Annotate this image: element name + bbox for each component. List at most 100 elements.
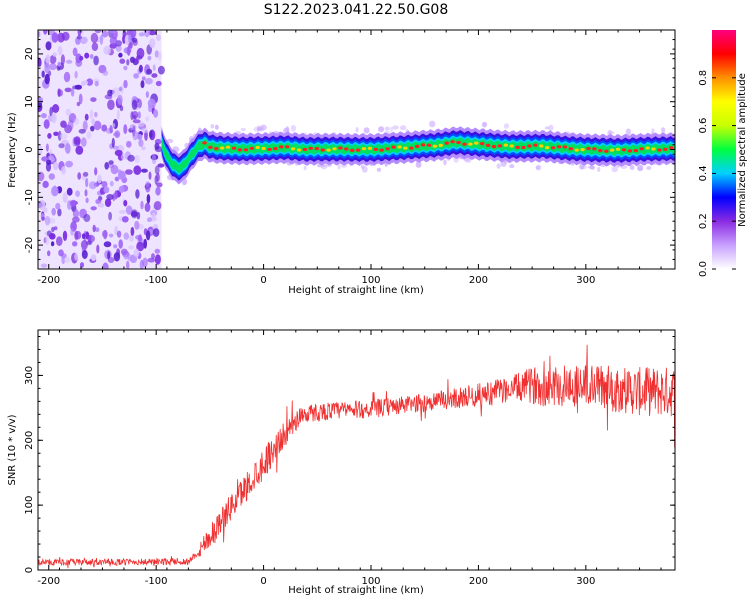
noise-blob: [38, 171, 45, 182]
noise-blob: [85, 177, 89, 188]
ridge-peak: [627, 149, 633, 153]
noise-blob: [114, 176, 120, 182]
noise-blob: [106, 194, 114, 200]
noise-blob: [42, 180, 49, 188]
ridge-peak: [355, 148, 361, 152]
ridge-peak: [344, 147, 349, 151]
noise-blob: [118, 185, 125, 193]
noise-blob: [123, 200, 128, 207]
noise-blob: [109, 180, 114, 187]
ridge-peak: [539, 144, 544, 148]
haze-blob: [384, 126, 390, 131]
noise-blob: [127, 254, 133, 262]
ridge-peak: [243, 148, 249, 152]
noise-blob: [69, 199, 77, 207]
noise-blob: [72, 241, 78, 247]
noise-blob: [49, 233, 56, 240]
noise-blob: [125, 205, 133, 215]
noise-blob: [155, 186, 161, 196]
noise-blob: [123, 79, 128, 89]
noise-blob: [108, 160, 114, 165]
noise-blob: [57, 130, 62, 141]
noise-blob: [152, 212, 156, 222]
ridge-peak: [645, 146, 650, 150]
noise-blob: [77, 30, 82, 37]
ridge-peak: [208, 145, 213, 149]
noise-blob: [114, 130, 121, 139]
noise-blob: [57, 88, 61, 97]
noise-blob: [140, 200, 144, 210]
noise-blob: [45, 54, 51, 64]
snr-xlabel: Height of straight line (km): [288, 585, 424, 596]
noise-blob: [141, 76, 146, 81]
noise-blob: [137, 111, 141, 119]
noise-blob: [62, 192, 68, 204]
snr-panel: -200 -100 0 100 200 300 0 100 200 300 Height of s…: [7, 329, 676, 596]
colorbar-gradient: [712, 30, 736, 269]
noise-blob: [40, 263, 48, 268]
noise-blob: [93, 55, 99, 66]
noise-blob: [89, 54, 94, 59]
noise-blob: [56, 236, 63, 247]
haze-blob: [181, 179, 186, 186]
noise-blob: [97, 174, 102, 184]
noise-blob: [53, 226, 58, 231]
noise-blob: [65, 160, 73, 168]
noise-blob: [118, 52, 123, 58]
ridge-peak: [214, 147, 219, 151]
noise-blob: [83, 171, 89, 177]
noise-blob: [94, 30, 102, 34]
noise-blob: [51, 226, 55, 233]
noise-blob: [141, 146, 146, 151]
noise-blob: [73, 136, 81, 145]
x-tick-label: 0: [260, 576, 266, 587]
haze-blob: [290, 124, 296, 132]
noise-blob: [81, 250, 88, 259]
ridge-peak: [326, 148, 331, 152]
haze-blob: [390, 126, 394, 133]
colorbar-tick-label: 0.2: [698, 213, 709, 229]
noise-blob: [88, 181, 97, 190]
noise-blob: [72, 85, 80, 90]
noise-blob: [70, 88, 75, 97]
ridge-peak: [562, 145, 568, 149]
ridge-peak: [279, 145, 284, 149]
noise-blob: [107, 89, 113, 97]
ridge-peak: [420, 143, 426, 147]
haze-blob: [590, 165, 595, 170]
noise-blob: [129, 234, 134, 242]
ridge-peak: [409, 146, 414, 150]
noise-blob: [138, 139, 144, 148]
noise-blob: [49, 55, 57, 64]
x-tick-label: 300: [576, 576, 595, 587]
noise-blob: [53, 131, 59, 136]
colorbar-label: Normalized spectral amplitude: [737, 73, 748, 227]
noise-blob: [82, 120, 88, 131]
noise-blob: [62, 230, 68, 241]
noise-blob: [79, 55, 84, 61]
noise-blob: [157, 163, 165, 168]
noise-blob: [114, 149, 123, 157]
noise-blob: [138, 32, 145, 37]
noise-blob: [133, 73, 140, 79]
noise-blob: [117, 94, 123, 106]
noise-blob: [41, 216, 46, 221]
noise-blob: [145, 77, 153, 85]
ridge-band: [160, 120, 675, 186]
ridge-peak: [485, 143, 491, 147]
ridge-peak: [515, 145, 520, 149]
noise-blob: [146, 217, 153, 223]
y-tick-label: 300: [24, 366, 35, 385]
colorbar-tick-label: 0.4: [698, 165, 709, 181]
noise-blob: [108, 233, 114, 238]
noise-blob: [44, 63, 50, 74]
haze-blob: [651, 128, 655, 134]
noise-blob: [102, 70, 109, 76]
haze-blob: [376, 167, 382, 172]
ridge-peak: [438, 143, 443, 147]
noise-blob: [90, 125, 95, 132]
noise-blob: [129, 56, 136, 63]
ridge-peak: [527, 144, 532, 148]
noise-blob: [91, 42, 99, 51]
noise-blob: [116, 230, 122, 238]
